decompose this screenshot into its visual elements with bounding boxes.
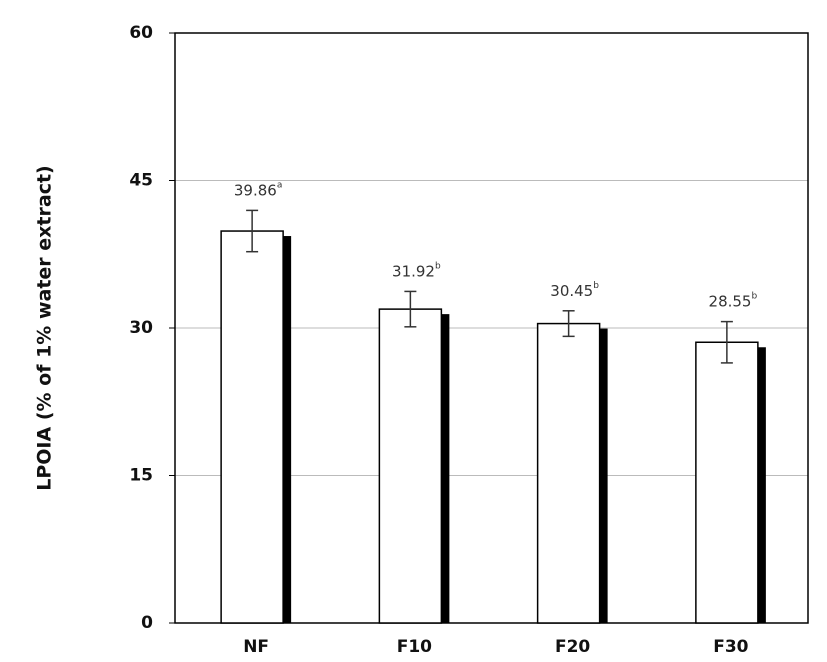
- y-tick-label: 30: [129, 318, 153, 338]
- value-label-superscript: b: [435, 261, 441, 271]
- bar: [220, 230, 284, 624]
- y-tick-label: 60: [129, 23, 153, 43]
- x-tick-label: NF: [243, 637, 269, 657]
- value-label: 28.55b: [709, 291, 758, 310]
- y-tick-label: 45: [129, 171, 153, 191]
- y-axis-label: LPOIA (% of 1% water extract): [34, 165, 56, 491]
- x-tick-label: F30: [713, 637, 748, 657]
- value-label: 31.92b: [392, 261, 441, 280]
- y-tick-label: 0: [141, 613, 153, 633]
- bar: [378, 308, 443, 624]
- y-tick-label: 15: [129, 466, 153, 486]
- x-tick-label: F10: [397, 637, 432, 657]
- value-label-number: 28.55: [709, 292, 752, 310]
- value-label-superscript: b: [751, 291, 757, 301]
- plot-frame: [174, 32, 809, 624]
- x-tick-label: F20: [555, 637, 590, 657]
- value-label: 30.45b: [550, 280, 599, 299]
- value-label-number: 39.86: [234, 181, 277, 199]
- value-label-superscript: b: [593, 280, 599, 290]
- bar: [695, 341, 759, 624]
- value-label-number: 31.92: [392, 262, 435, 280]
- bar: [536, 322, 601, 624]
- value-label: 39.86a: [234, 180, 282, 199]
- value-label-superscript: a: [277, 180, 283, 190]
- value-label-number: 30.45: [550, 281, 593, 299]
